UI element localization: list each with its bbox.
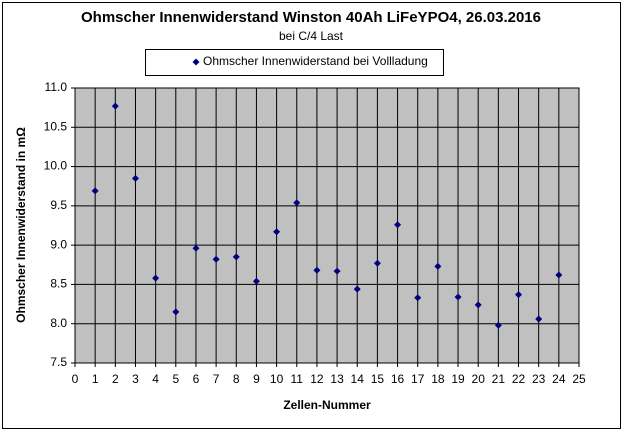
y-tick-label: 9.5	[50, 198, 67, 212]
legend-label: Ohmscher Innenwiderstand bei Vollladung	[203, 54, 428, 68]
x-tick-label: 5	[172, 372, 179, 386]
data-point	[152, 274, 160, 282]
x-tick-label: 16	[391, 372, 405, 386]
data-point	[273, 228, 281, 236]
data-point	[535, 315, 543, 323]
x-tick-label: 22	[512, 372, 526, 386]
y-tick-label: 11.0	[45, 80, 68, 94]
y-tick-label: 8.5	[50, 277, 67, 291]
x-tick-label: 6	[193, 372, 200, 386]
data-point	[232, 253, 240, 261]
x-tick-label: 11	[291, 372, 304, 386]
data-point	[515, 291, 523, 299]
data-point	[313, 266, 321, 274]
x-tick-label: 19	[451, 372, 465, 386]
data-point	[353, 285, 361, 293]
x-tick-label: 8	[233, 372, 240, 386]
data-point	[111, 102, 119, 110]
data-point	[373, 259, 381, 267]
x-tick-label: 14	[351, 372, 365, 386]
x-tick-label: 23	[532, 372, 546, 386]
x-tick-label: 15	[371, 372, 385, 386]
x-tick-label: 25	[572, 372, 586, 386]
data-point	[91, 187, 99, 195]
x-tick-label: 3	[132, 372, 139, 386]
x-axis-label: Zellen-Nummer	[283, 398, 371, 412]
legend-marker	[192, 58, 200, 66]
plot-area	[75, 88, 579, 363]
data-point	[434, 262, 442, 270]
plot-border	[74, 87, 580, 364]
chart-title: Ohmscher Innenwiderstand Winston 40Ah Li…	[81, 9, 541, 26]
x-tick-label: 0	[72, 372, 79, 386]
data-point	[212, 255, 220, 263]
x-tick-label: 10	[270, 372, 284, 386]
data-point	[172, 308, 180, 316]
x-tick-label: 21	[492, 372, 506, 386]
data-point	[454, 293, 462, 301]
y-tick-label: 7.5	[50, 355, 67, 369]
data-point	[474, 301, 482, 309]
x-tick-label: 7	[213, 372, 220, 386]
x-tick-label: 18	[431, 372, 445, 386]
x-tick-label: 13	[330, 372, 344, 386]
x-tick-label: 2	[112, 372, 119, 386]
data-point	[131, 174, 139, 182]
x-tick-label: 12	[310, 372, 324, 386]
x-tick-label: 4	[152, 372, 159, 386]
x-tick-label: 9	[253, 372, 260, 386]
x-tick-label: 20	[472, 372, 486, 386]
x-tick-label: 17	[411, 372, 425, 386]
data-point	[333, 267, 341, 275]
y-tick-label: 10.5	[44, 119, 68, 133]
y-tick-label: 8.0	[50, 316, 67, 330]
data-point	[394, 221, 402, 229]
y-axis-label: Ohmscher Innenwiderstand in mΩ	[14, 127, 28, 323]
x-tick-label: 24	[552, 372, 566, 386]
data-point	[293, 199, 301, 207]
data-point	[252, 277, 260, 285]
data-point	[555, 271, 563, 279]
data-point	[192, 244, 200, 252]
data-point	[494, 321, 502, 329]
x-tick-label: 1	[92, 372, 99, 386]
y-tick-label: 10.0	[44, 159, 68, 173]
y-tick-label: 9.0	[50, 237, 67, 251]
chart-subtitle: bei C/4 Last	[279, 29, 344, 43]
data-point	[414, 294, 422, 302]
